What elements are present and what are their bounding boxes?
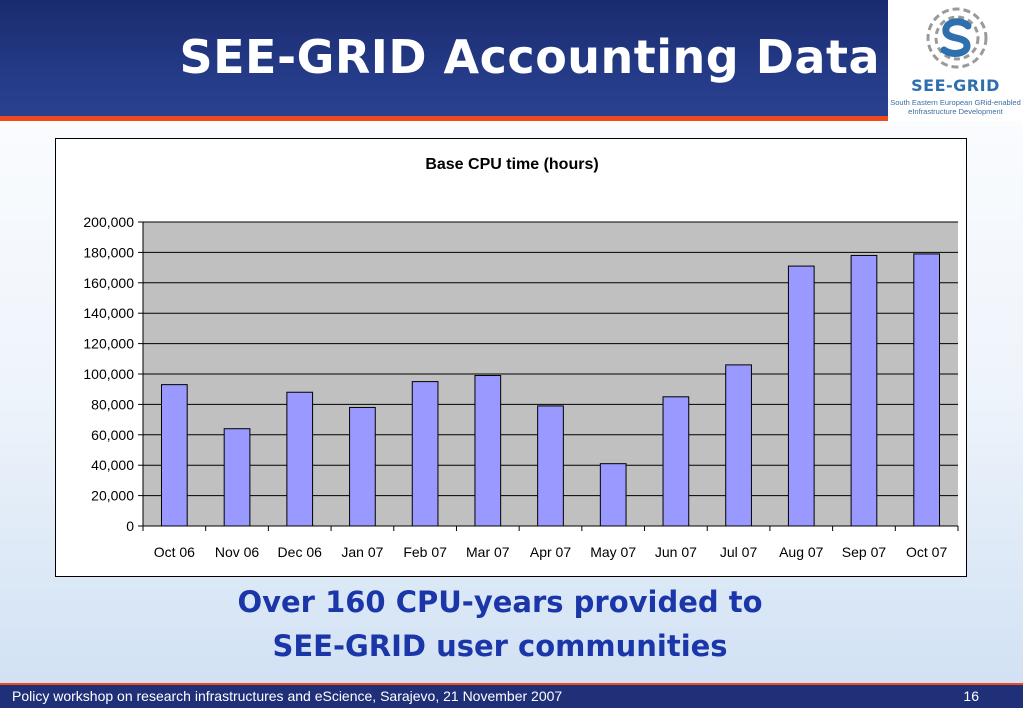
y-tick-label: 180,000 xyxy=(83,244,134,260)
bar xyxy=(725,364,752,527)
y-tick-label: 0 xyxy=(126,518,134,534)
bar xyxy=(662,396,690,527)
bar xyxy=(787,265,815,527)
bar xyxy=(599,463,627,527)
bar xyxy=(160,384,188,527)
bar xyxy=(223,428,251,527)
page-number: 16 xyxy=(963,688,979,704)
logo-subtitle: South Eastern European GRid-enabled eInf… xyxy=(890,98,1021,116)
y-tick-label: 80,000 xyxy=(91,396,134,412)
y-tick-label: 20,000 xyxy=(91,488,134,504)
x-tick-label: Jun 07 xyxy=(655,544,697,560)
y-tick-label: 140,000 xyxy=(83,305,134,321)
y-tick-label: 200,000 xyxy=(83,214,134,230)
bar xyxy=(349,406,376,527)
y-tick-label: 40,000 xyxy=(91,457,134,473)
see-grid-swirl-logo-icon xyxy=(926,7,988,69)
x-tick-label: May 07 xyxy=(590,544,636,560)
footer-text: Policy workshop on research infrastructu… xyxy=(12,688,563,704)
y-tick-label: 60,000 xyxy=(91,427,134,443)
caption-line-2: SEE-GRID user communities xyxy=(272,629,728,663)
bar xyxy=(411,381,439,527)
x-tick-label: Apr 07 xyxy=(530,544,571,560)
x-tick-label: Jan 07 xyxy=(341,544,383,560)
x-tick-label: Oct 07 xyxy=(906,544,947,560)
header-accent-rule xyxy=(0,116,888,121)
x-tick-label: Dec 06 xyxy=(278,544,323,560)
x-tick-label: Mar 07 xyxy=(466,544,510,560)
bar xyxy=(913,253,941,527)
bar xyxy=(850,254,878,527)
x-tick-label: Sep 07 xyxy=(842,544,887,560)
bar xyxy=(474,375,502,527)
logo-name: SEE-GRID xyxy=(911,76,1000,95)
bar-chart: 0 20,000 40,000 60,000 80,000 100,000 120,000 1… xyxy=(83,214,959,560)
chart-frame: Base CPU time (hours) 0 20,000 40,000 60,00… xyxy=(55,138,967,577)
x-tick-label: Nov 06 xyxy=(215,544,260,560)
y-tick-label: 160,000 xyxy=(83,275,134,291)
bar xyxy=(537,405,564,527)
footer-bar: Policy workshop on research infrastructu… xyxy=(0,683,1023,708)
x-tick-label: Oct 06 xyxy=(154,544,195,560)
chart-title: Base CPU time (hours) xyxy=(425,156,599,173)
y-tick-label: 100,000 xyxy=(83,366,134,382)
header-bar xyxy=(0,0,888,116)
caption-line-1: Over 160 CPU-years provided to xyxy=(237,585,763,619)
x-tick-label: Jul 07 xyxy=(720,544,758,560)
bar xyxy=(286,391,314,527)
slide-title: SEE-GRID Accounting Data xyxy=(179,30,880,84)
y-tick-label: 120,000 xyxy=(83,336,134,352)
x-tick-label: Aug 07 xyxy=(779,544,824,560)
x-tick-label: Feb 07 xyxy=(403,544,447,560)
